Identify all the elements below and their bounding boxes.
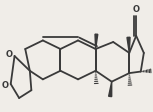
Polygon shape	[127, 37, 130, 53]
Polygon shape	[109, 82, 112, 97]
Text: O: O	[133, 5, 140, 14]
Text: O: O	[6, 50, 13, 59]
Polygon shape	[95, 34, 98, 49]
Text: O: O	[2, 81, 9, 90]
